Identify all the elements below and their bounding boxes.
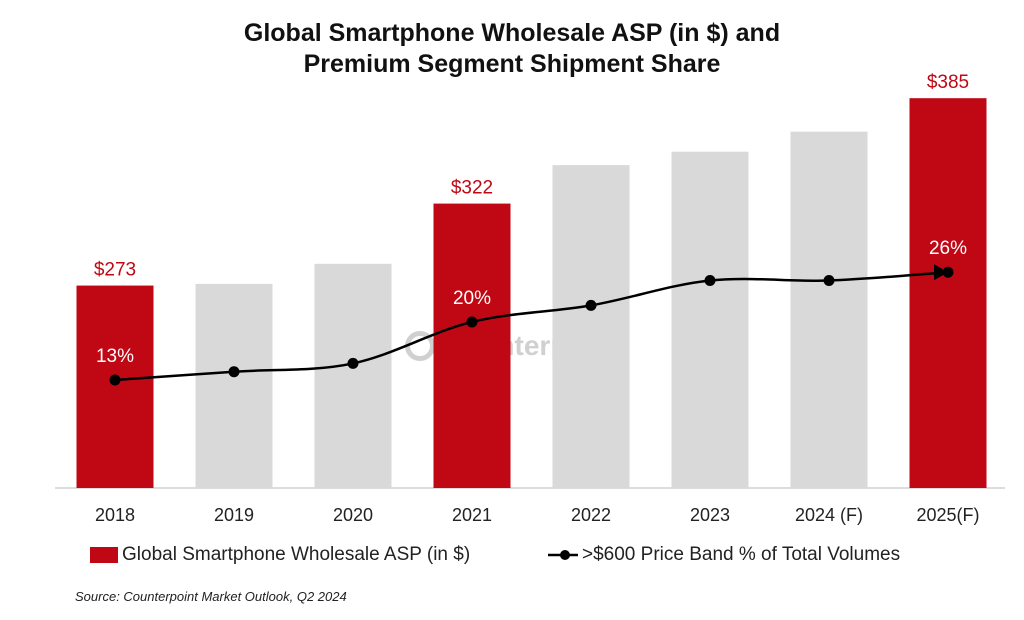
line-point (585, 299, 597, 311)
line-arrowhead (934, 264, 948, 281)
line-point (704, 275, 716, 287)
x-tick-label: 2022 (571, 505, 611, 525)
chart-title-line: Global Smartphone Wholesale ASP (in $) a… (243, 19, 781, 47)
x-tick-label: 2021 (452, 505, 492, 525)
x-tick-label: 2020 (333, 505, 373, 525)
line-data-label: 20% (453, 288, 491, 309)
x-tick-label: 2024 (F) (795, 505, 863, 525)
legend-swatch-bar (90, 547, 118, 563)
chart-title-line: Premium Segment Shipment Share (303, 50, 721, 78)
bar-data-label: $385 (927, 72, 969, 93)
legend-item-line: >$600 Price Band % of Total Volumes (548, 544, 900, 566)
x-tick-label: 2023 (690, 505, 730, 525)
legend-label-bar: Global Smartphone Wholesale ASP (in $) (122, 544, 471, 565)
bar (790, 131, 868, 488)
bar (552, 165, 630, 488)
legend-item-bar: Global Smartphone Wholesale ASP (in $) (90, 544, 470, 566)
bar-data-label: $322 (451, 178, 493, 199)
x-tick-label: 2019 (214, 505, 254, 525)
legend-label-line: >$600 Price Band % of Total Volumes (582, 544, 901, 565)
bar (76, 285, 154, 488)
line-point (466, 316, 478, 328)
line-point (109, 374, 121, 386)
line-point (228, 366, 240, 378)
line-point (347, 357, 359, 369)
chart-title: Global Smartphone Wholesale ASP (in $) a… (0, 18, 1024, 80)
line-point (823, 275, 835, 287)
line-data-label: 26% (929, 238, 967, 259)
line-point (942, 266, 954, 278)
bar (909, 98, 987, 488)
legend-line-icon (548, 550, 578, 560)
bar (433, 203, 511, 488)
x-tick-label: 2018 (95, 505, 135, 525)
bar-data-label: $273 (94, 260, 136, 281)
line-data-label: 13% (96, 346, 134, 367)
bar (314, 263, 392, 488)
bar (195, 283, 273, 488)
source-note: Source: Counterpoint Market Outlook, Q2 … (75, 589, 347, 604)
x-tick-label: 2025(F) (916, 505, 979, 525)
bar (671, 151, 749, 489)
line-series (114, 270, 949, 382)
